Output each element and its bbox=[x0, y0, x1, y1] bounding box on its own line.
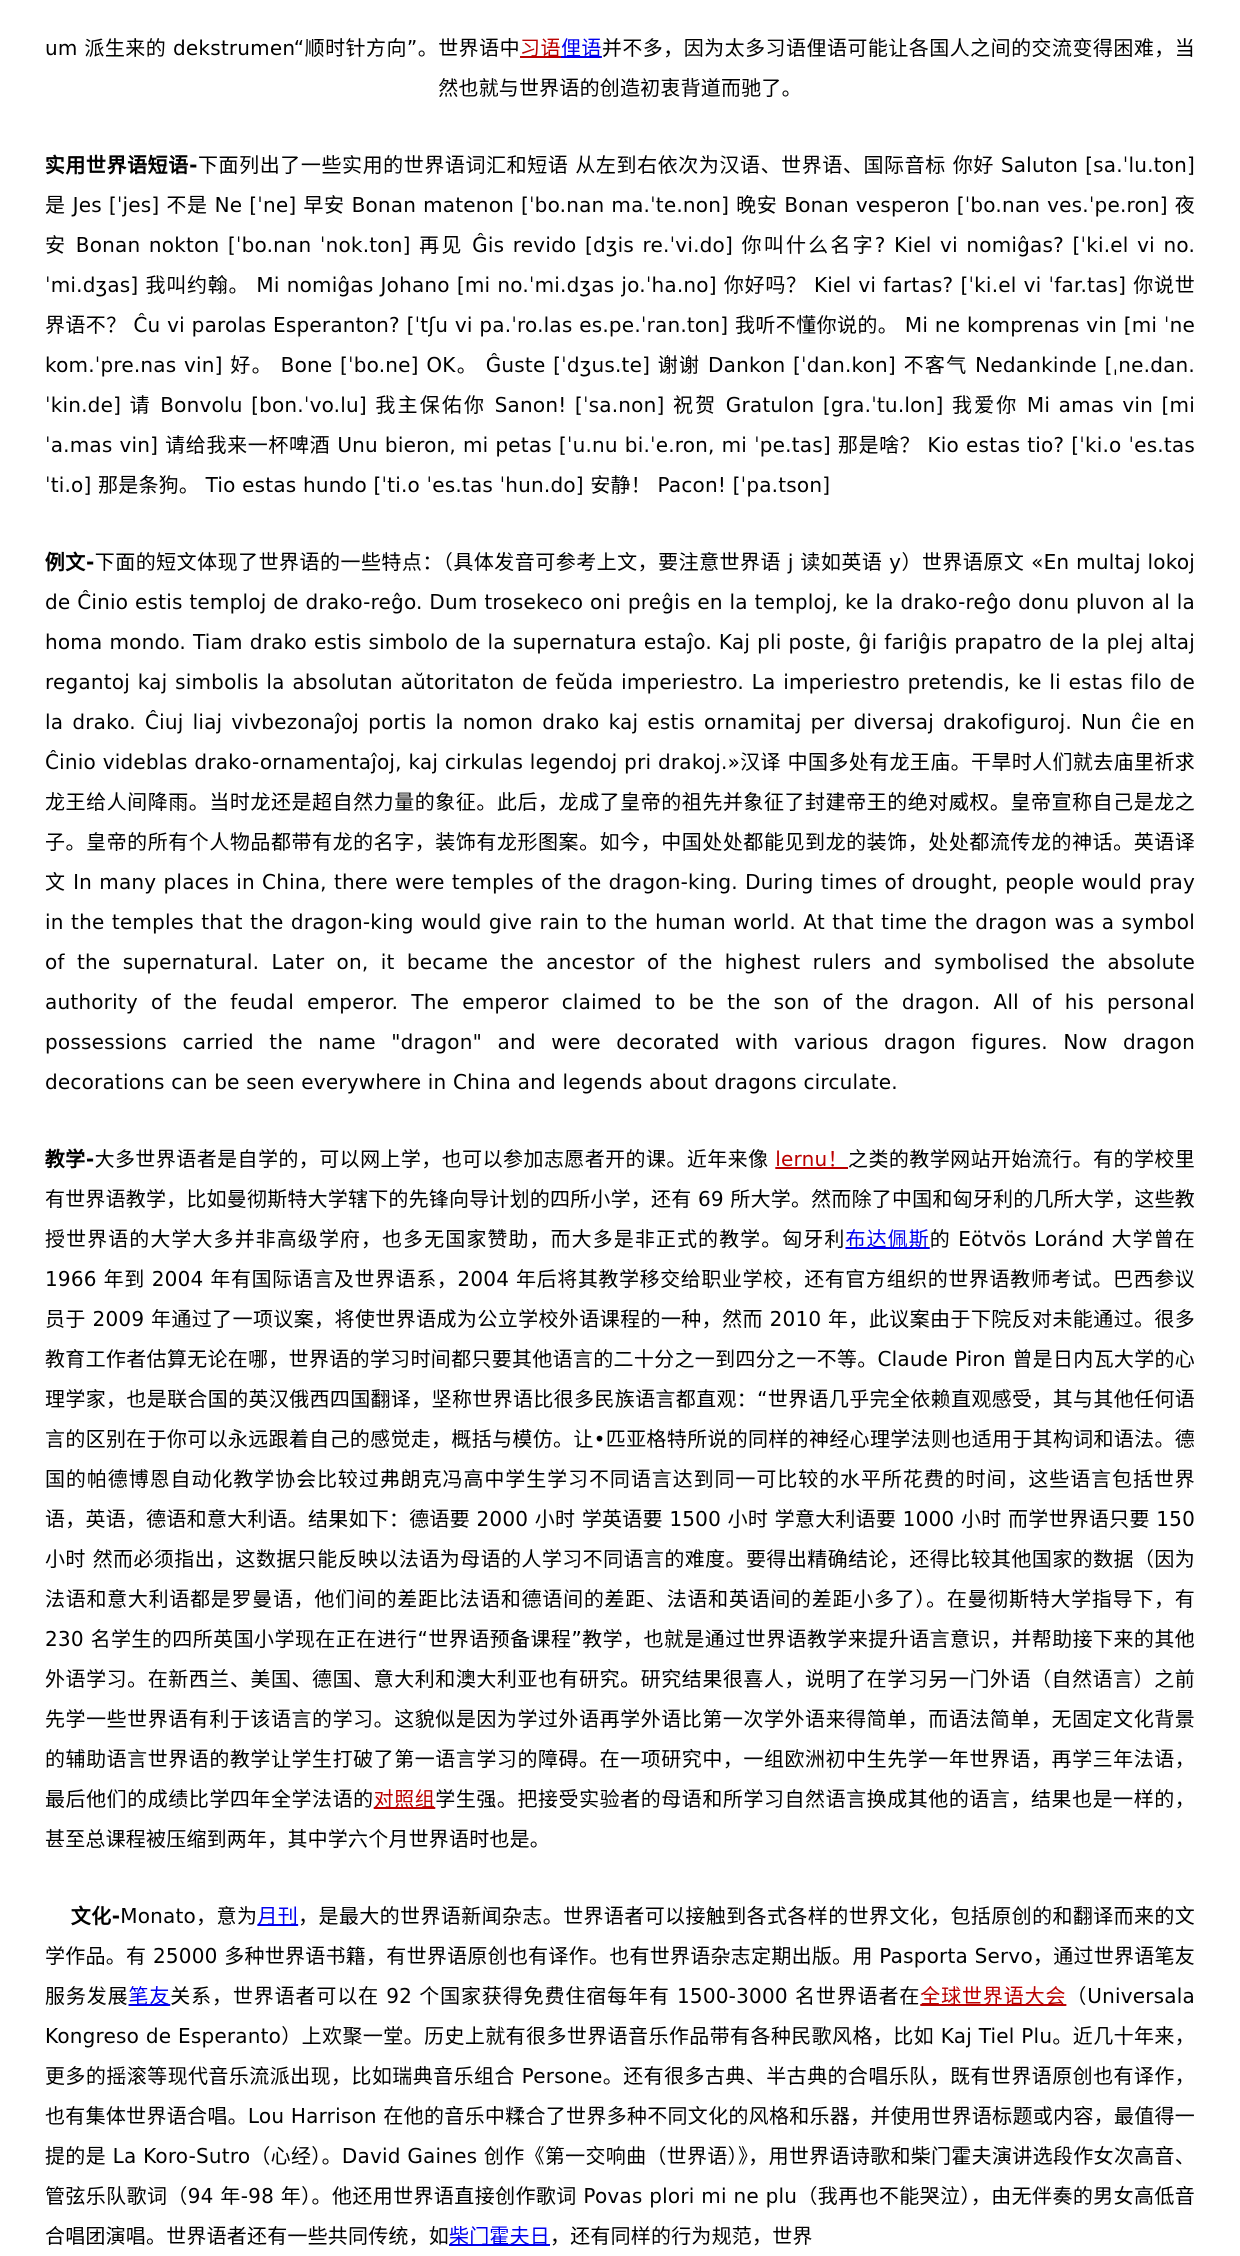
text-run: 下面的短文体现了世界语的一些特点：（具体发音可参考上文，要注意世界语 j 读如英… bbox=[45, 550, 1196, 1094]
link-slang[interactable]: 俚语 bbox=[560, 36, 602, 60]
paragraph-example-text: 例文-下面的短文体现了世界语的一些特点：（具体发音可参考上文，要注意世界语 j … bbox=[45, 542, 1195, 1102]
paragraph-teaching: 教学-大多世界语者是自学的，可以网上学，也可以参加志愿者开的课。近年来像 ler… bbox=[45, 1139, 1195, 1859]
text-run: 之类的教学网站开始流行。有的学校里有世界语教学，比如曼彻斯特大学辖下的先锋向导计… bbox=[45, 1147, 1195, 1251]
text-run: （Universala Kongreso de Esperanto）上欢聚一堂。… bbox=[45, 1984, 1195, 2248]
paragraphs: um 派生来的 dekstrumen“顺时针方向”。世界语中习语俚语并不多，因为… bbox=[45, 28, 1195, 2256]
link-lernu[interactable]: lernu！ bbox=[775, 1147, 849, 1171]
link-universal-congress[interactable]: 全球世界语大会 bbox=[920, 1984, 1067, 2008]
link-idiom[interactable]: 习语 bbox=[520, 36, 561, 60]
link-control-group[interactable]: 对照组 bbox=[373, 1787, 436, 1811]
paragraph-phrases: 实用世界语短语-下面列出了一些实用的世界语词汇和短语 从左到右依次为汉语、世界语… bbox=[45, 145, 1195, 505]
text-run: ，还有同样的行为规范，世界 bbox=[550, 2224, 813, 2248]
text-run: 关系，世界语者可以在 92 个国家获得免费住宿每年有 1500-3000 名世界… bbox=[170, 1984, 921, 2008]
paragraph-idiom-note: um 派生来的 dekstrumen“顺时针方向”。世界语中习语俚语并不多，因为… bbox=[45, 28, 1195, 108]
paragraph-culture: 文化-Monato，意为月刊，是最大的世界语新闻杂志。世界语者可以接触到各式各样… bbox=[45, 1896, 1195, 2256]
document-page: um 派生来的 dekstrumen“顺时针方向”。世界语中习语俚语并不多，因为… bbox=[45, 36, 1195, 2248]
link-pen-pal[interactable]: 笔友 bbox=[128, 1984, 171, 2008]
text-run: Monato，意为 bbox=[120, 1904, 258, 1928]
section-heading-inline: 文化- bbox=[71, 1904, 121, 1928]
text-run: 大多世界语者是自学的，可以网上学，也可以参加志愿者开的课。近年来像 bbox=[94, 1147, 776, 1171]
text-run: 并不多，因为太多习语俚语可能让各国人之间的交流变得困难，当然也就与世界语的创造初… bbox=[438, 36, 1195, 100]
link-zamenhof-day[interactable]: 柴门霍夫日 bbox=[449, 2224, 550, 2248]
link-monthly[interactable]: 月刊 bbox=[257, 1904, 299, 1928]
text-run: 下面列出了一些实用的世界语词汇和短语 从左到右依次为汉语、世界语、国际音标 你好… bbox=[45, 153, 1195, 497]
link-budapest[interactable]: 布达佩斯 bbox=[845, 1227, 930, 1251]
text-run: 的 Eötvös Loránd 大学曾在 1966 年到 2004 年有国际语言… bbox=[45, 1227, 1195, 1811]
text-run: um 派生来的 dekstrumen“顺时针方向”。世界语中 bbox=[45, 36, 521, 60]
section-heading-inline: 例文- bbox=[45, 550, 95, 574]
section-heading-inline: 教学- bbox=[45, 1147, 95, 1171]
section-heading-inline: 实用世界语短语- bbox=[45, 153, 198, 177]
